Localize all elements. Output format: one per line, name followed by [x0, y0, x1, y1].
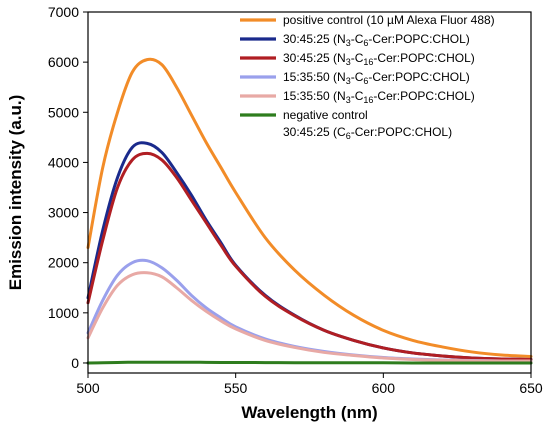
y-tick-label: 0: [71, 355, 79, 371]
legend-item-2: 30:45:25 (N3-C6-Cer:POPC:CHOL): [240, 32, 470, 48]
legend-label: 15:35:50 (N3-C6-Cer:POPC:CHOL): [283, 70, 470, 86]
series-line-2: [86, 141, 533, 361]
x-tick-label: 550: [224, 380, 248, 396]
y-tick-label: 7000: [48, 4, 79, 20]
y-tick-label: 4000: [48, 154, 79, 170]
series-line-6: [86, 360, 533, 365]
ticks-layer: 500 550 600 650 0 1000 2000 3000 4000 5000 6000 700…: [48, 4, 543, 396]
legend-item-5: 15:35:50 (N3-C16-Cer:POPC:CHOL): [240, 89, 475, 105]
y-tick-label: 2000: [48, 255, 79, 271]
legend-item-1: positive control (10 µM Alexa Fluor 488): [240, 13, 495, 27]
plot-frame: [87, 11, 532, 374]
x-axis-title: Wavelength (nm): [241, 403, 377, 422]
legend-label-line2: 30:45:25 (C6-Cer:POPC:CHOL): [283, 125, 452, 141]
series-line-1: [86, 57, 533, 358]
legend: positive control (10 µM Alexa Fluor 488)…: [240, 13, 495, 141]
y-axis-title: Emission intensity (a.u.): [6, 95, 25, 291]
series-line-3: [86, 151, 533, 361]
legend-item-3: 30:45:25 (N3-C16-Cer:POPC:CHOL): [240, 51, 475, 67]
y-tick-label: 1000: [48, 305, 79, 321]
series-line-5: [86, 271, 533, 363]
legend-label: positive control (10 µM Alexa Fluor 488): [283, 13, 495, 27]
legend-item-6: negative control 30:45:25 (C6-Cer:POPC:CH…: [240, 108, 452, 141]
y-tick-label: 5000: [48, 104, 79, 120]
legend-label: 15:35:50 (N3-C16-Cer:POPC:CHOL): [283, 89, 475, 105]
x-tick-label: 500: [76, 380, 100, 396]
legend-label: 30:45:25 (N3-C6-Cer:POPC:CHOL): [283, 32, 470, 48]
x-tick-label: 650: [519, 380, 543, 396]
legend-label: negative control: [283, 108, 368, 122]
legend-label: 30:45:25 (N3-C16-Cer:POPC:CHOL): [283, 51, 475, 67]
y-tick-label: 6000: [48, 54, 79, 70]
x-tick-label: 600: [372, 380, 396, 396]
series-layer: [86, 57, 533, 365]
legend-item-4: 15:35:50 (N3-C6-Cer:POPC:CHOL): [240, 70, 470, 86]
y-tick-label: 3000: [48, 205, 79, 221]
